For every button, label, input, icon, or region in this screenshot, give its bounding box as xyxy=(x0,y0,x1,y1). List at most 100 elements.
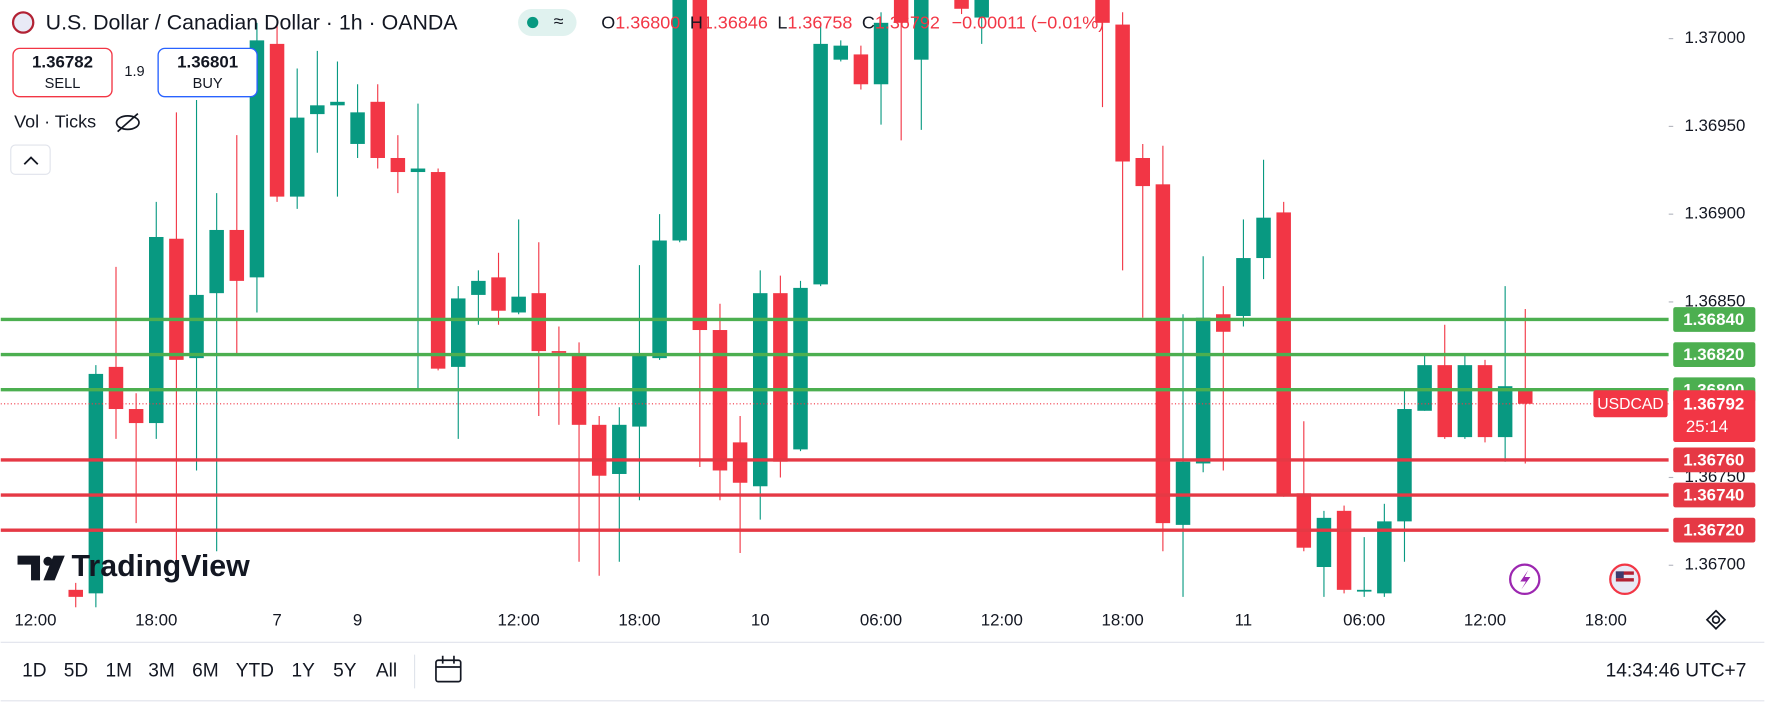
candle-body xyxy=(1256,217,1271,259)
y-tick-label: 1.36700 xyxy=(1684,555,1745,574)
range-button[interactable]: 1D xyxy=(22,661,46,682)
candle-body xyxy=(773,293,788,462)
axis-settings[interactable] xyxy=(1705,609,1727,630)
status-icon: ≈ xyxy=(554,11,564,31)
candle-body xyxy=(1457,365,1473,438)
range-button[interactable]: 5Y xyxy=(333,661,357,682)
ohlc-label: L xyxy=(777,12,787,32)
symbol-label-bg xyxy=(1593,390,1668,418)
candle-body xyxy=(833,45,849,60)
range-button[interactable]: All xyxy=(376,661,397,682)
level-label-bg xyxy=(1673,482,1756,508)
x-tick-label: 06:00 xyxy=(860,610,902,629)
candle-body xyxy=(612,424,627,474)
candle-body xyxy=(1135,157,1151,187)
candle-body xyxy=(350,112,365,144)
candle-body xyxy=(1175,461,1191,525)
x-tick-label: 18:00 xyxy=(618,610,660,629)
countdown: 25:14 xyxy=(1686,417,1728,436)
y-tick-label: 1.36900 xyxy=(1684,204,1745,223)
date-range-button[interactable] xyxy=(435,655,462,683)
range-button[interactable]: YTD xyxy=(236,661,274,682)
hide-indicator-icon[interactable] xyxy=(115,112,140,133)
flag-icon xyxy=(11,11,35,34)
indicator-legend[interactable]: Vol · Ticks xyxy=(14,111,96,131)
buy-button[interactable] xyxy=(157,47,258,98)
candle-body xyxy=(370,101,385,158)
candle-body xyxy=(893,0,909,23)
x-tick-label: 06:00 xyxy=(1343,610,1385,629)
candle-body xyxy=(1397,409,1412,522)
candle-body xyxy=(410,168,426,173)
candle-body xyxy=(149,236,164,424)
last-price-label: 1.36792 xyxy=(1683,394,1744,413)
level-label: 1.36820 xyxy=(1683,345,1744,364)
candle-body xyxy=(1518,389,1533,404)
candle-body xyxy=(1316,517,1332,568)
candle-body xyxy=(551,351,567,353)
candle-body xyxy=(68,589,83,597)
candle-body xyxy=(511,296,526,313)
spread: 1.9 xyxy=(124,64,144,80)
range-button[interactable]: 1M xyxy=(105,661,132,682)
toolbar: 14:34:46 UTC+7 1D 5D 1M 3M 6M YTD 1Y 5Y All xyxy=(22,654,1747,689)
level-label: 1.36740 xyxy=(1683,486,1744,505)
tv-logo-dot xyxy=(43,556,53,566)
x-tick-label: 18:00 xyxy=(135,610,177,629)
y-tick-label: 1.36850 xyxy=(1684,291,1745,310)
buy-price: 1.36801 xyxy=(177,52,238,71)
candle-body xyxy=(451,298,466,367)
range-button[interactable]: 3M xyxy=(148,661,175,682)
candle-body xyxy=(1336,510,1352,590)
candle-body xyxy=(672,0,687,241)
candle-body xyxy=(853,54,869,85)
x-tick-label: 9 xyxy=(353,610,362,629)
sell-price: 1.36782 xyxy=(32,52,93,71)
symbol-title[interactable]: U.S. Dollar / Canadian Dollar · 1h · OAN… xyxy=(46,10,459,34)
status-dot xyxy=(527,16,539,29)
candle-body xyxy=(128,409,144,424)
header: U.S. Dollar / Canadian Dollar · 1h · OAN… xyxy=(11,8,1104,36)
trade-panel: 1.36782 SELL 1.9 1.36801 BUY Vol · Ticks xyxy=(10,47,258,175)
candle-body xyxy=(1236,258,1251,316)
y-tick-label: 1.37000 xyxy=(1684,28,1745,47)
candle-body xyxy=(1437,365,1452,438)
event-icons xyxy=(1509,563,1641,596)
chevron-icon xyxy=(23,156,39,165)
candle-body xyxy=(1115,24,1130,162)
clock[interactable]: 14:34:46 UTC+7 xyxy=(1606,661,1747,682)
sell-button[interactable] xyxy=(12,47,113,98)
level-label-bg xyxy=(1673,447,1756,473)
candle-body xyxy=(591,424,607,476)
candle-body xyxy=(1356,589,1372,592)
range-button[interactable]: 6M xyxy=(192,661,219,682)
sell-label: SELL xyxy=(45,76,81,92)
status-pill[interactable] xyxy=(518,8,577,36)
candle-body xyxy=(310,105,325,115)
candle-body xyxy=(1497,386,1513,438)
y-tick-label: 1.36950 xyxy=(1684,116,1745,135)
candle-body xyxy=(813,43,828,285)
range-button[interactable]: 5D xyxy=(64,661,88,682)
level-label: 1.36720 xyxy=(1683,521,1744,540)
candle-body xyxy=(652,240,667,359)
level-label-bg xyxy=(1673,307,1756,332)
x-tick-label: 10 xyxy=(751,610,770,629)
candle-body xyxy=(390,157,406,173)
candle-body xyxy=(1216,314,1231,332)
watermark: TradingView xyxy=(17,550,250,583)
candle-body xyxy=(732,442,748,483)
candle-body xyxy=(169,238,184,360)
level-label: 1.36840 xyxy=(1683,310,1744,329)
candle-body xyxy=(1477,365,1493,438)
candle-body xyxy=(189,294,204,359)
x-tick-label: 12:00 xyxy=(498,610,540,629)
ohlc-label: H xyxy=(690,12,703,32)
range-button[interactable]: 1Y xyxy=(292,661,316,682)
collapse-button[interactable] xyxy=(10,144,51,175)
x-tick-label: 18:00 xyxy=(1102,610,1144,629)
candle-body xyxy=(491,277,506,311)
candle-body xyxy=(1417,365,1432,411)
candle-body xyxy=(330,101,345,106)
